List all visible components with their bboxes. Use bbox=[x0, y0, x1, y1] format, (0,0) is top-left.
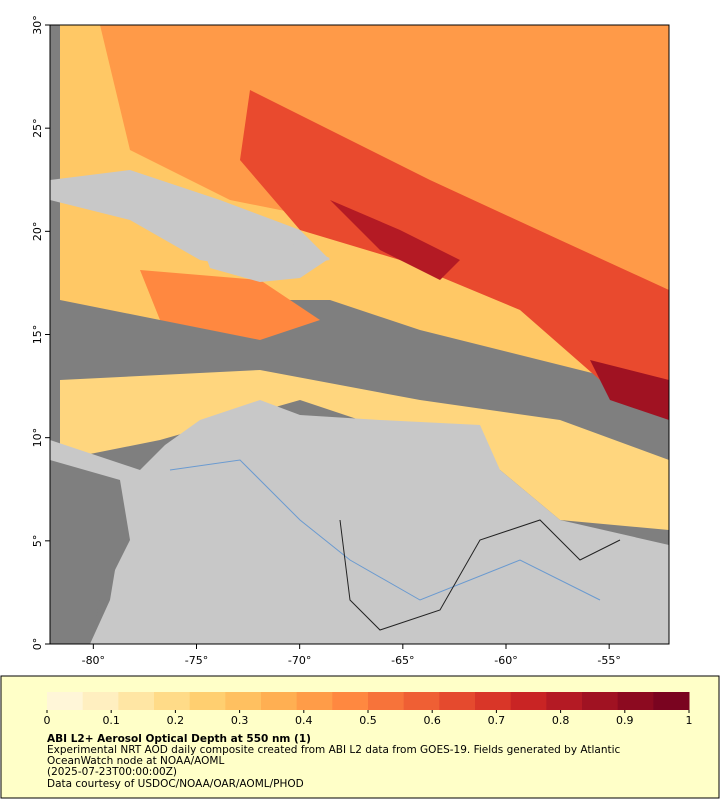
colorbar-swatch bbox=[189, 692, 226, 710]
colorbar: 0 0.1 0.2 0.3 0.4 0.5 0.6 0.7 0.8 0.9 1 bbox=[44, 692, 693, 727]
y-tick-label: 15° bbox=[31, 325, 44, 345]
colorbar-swatch bbox=[154, 692, 191, 710]
colorbar-tick-label: 0.3 bbox=[231, 714, 249, 727]
x-tick-label: -65° bbox=[391, 654, 414, 667]
y-tick-label: 0° bbox=[31, 638, 44, 651]
colorbar-tick-label: 0.7 bbox=[488, 714, 506, 727]
colorbar-swatch bbox=[617, 692, 654, 710]
colorbar-swatch bbox=[403, 692, 440, 710]
y-tick-label: 25° bbox=[31, 118, 44, 138]
colorbar-swatch bbox=[225, 692, 262, 710]
caption-line: (2025-07-23T00:00:00Z) bbox=[47, 766, 177, 778]
colorbar-swatch bbox=[546, 692, 583, 710]
colorbar-tick-label: 0.2 bbox=[167, 714, 185, 727]
colorbar-swatch bbox=[510, 692, 547, 710]
colorbar-tick-label: 0.4 bbox=[295, 714, 313, 727]
colorbar-swatch bbox=[475, 692, 512, 710]
axes: -80° -75° -70° -65° -60° -55° 0° 5° 10° 15° 20° 25°… bbox=[31, 15, 621, 667]
colorbar-swatch bbox=[582, 692, 619, 710]
colorbar-swatch bbox=[296, 692, 333, 710]
colorbar-swatch bbox=[47, 692, 84, 710]
x-tick-label: -70° bbox=[288, 654, 311, 667]
colorbar-tick-label: 0.6 bbox=[423, 714, 441, 727]
colorbar-swatch bbox=[82, 692, 119, 710]
y-tick-label: 5° bbox=[31, 535, 44, 548]
colorbar-swatch bbox=[653, 692, 690, 710]
colorbar-swatch bbox=[439, 692, 476, 710]
colorbar-swatch bbox=[368, 692, 405, 710]
x-tick-label: -55° bbox=[597, 654, 620, 667]
y-tick-label: 10° bbox=[31, 428, 44, 448]
x-tick-label: -75° bbox=[185, 654, 208, 667]
y-tick-label: 30° bbox=[31, 15, 44, 35]
caption-line: OceanWatch node at NOAA/AOML bbox=[47, 755, 224, 767]
colorbar-tick-label: 0.1 bbox=[102, 714, 120, 727]
y-tick-label: 20° bbox=[31, 222, 44, 242]
map-raster bbox=[50, 25, 669, 644]
colorbar-swatch bbox=[118, 692, 155, 710]
colorbar-swatch bbox=[332, 692, 369, 710]
colorbar-tick-label: 0 bbox=[44, 714, 51, 727]
caption-line: Experimental NRT AOD daily composite cre… bbox=[47, 744, 621, 756]
colorbar-tick-label: 0.5 bbox=[359, 714, 377, 727]
colorbar-tick-label: 1 bbox=[686, 714, 693, 727]
colorbar-swatch bbox=[261, 692, 298, 710]
x-tick-label: -60° bbox=[494, 654, 517, 667]
caption-title: ABI L2+ Aerosol Optical Depth at 550 nm … bbox=[47, 733, 311, 745]
caption-line: Data courtesy of USDOC/NOAA/OAR/AOML/PHO… bbox=[47, 778, 304, 790]
colorbar-tick-label: 0.9 bbox=[616, 714, 634, 727]
colorbar-tick-label: 0.8 bbox=[552, 714, 570, 727]
x-tick-label: -80° bbox=[82, 654, 105, 667]
